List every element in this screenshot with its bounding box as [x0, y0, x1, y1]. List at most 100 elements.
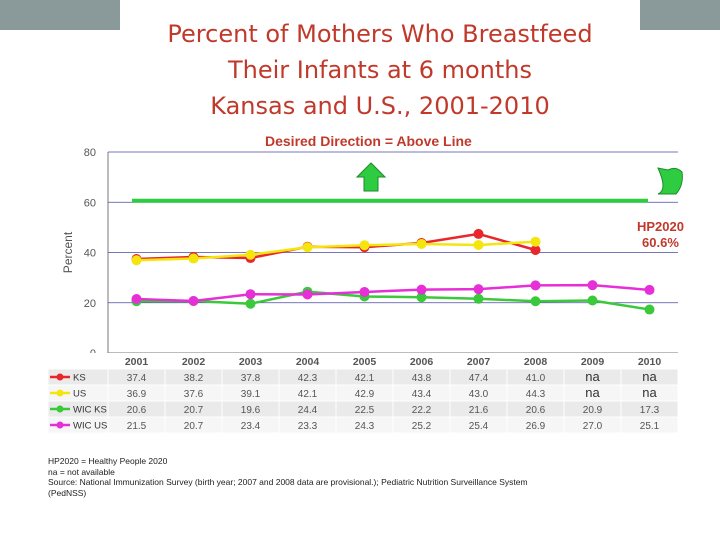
table-cell: 25.4	[469, 421, 489, 432]
y-tick-label: 40	[84, 248, 96, 260]
table-header-row	[48, 353, 678, 369]
data-point	[245, 298, 256, 309]
table-cell: 20.6	[526, 405, 546, 416]
table-cell: 39.1	[241, 389, 261, 400]
data-point	[530, 280, 541, 291]
data-point	[473, 228, 484, 239]
table-cell: 25.1	[640, 421, 660, 432]
table-cell: na	[585, 369, 600, 384]
x-tick-label: 2008	[524, 356, 548, 368]
table-cell: 27.0	[583, 421, 603, 432]
table-cell: 25.2	[412, 421, 432, 432]
legend-swatch-marker	[56, 405, 64, 413]
table-cell: 38.2	[184, 373, 204, 384]
hp2020-label-value: 60.6%	[642, 235, 679, 250]
up-arrow-icon	[355, 162, 387, 192]
hp2020-target-label: HP2020 60.6%	[637, 219, 684, 251]
x-tick-label: 2009	[581, 356, 605, 368]
legend-label: US	[73, 389, 86, 400]
x-tick-label: 2010	[638, 356, 662, 368]
table-cell: na	[585, 385, 600, 400]
data-point	[302, 242, 313, 253]
table-cell: 37.6	[184, 389, 204, 400]
footnotes: HP2020 = Healthy People 2020 na = not av…	[48, 456, 668, 498]
hp2020-label-name: HP2020	[637, 219, 684, 234]
title-line-1: Percent of Mothers Who Breastfeed	[167, 20, 593, 48]
table-cell: 23.3	[298, 421, 318, 432]
data-point	[473, 293, 484, 304]
y-axis-label: Percent	[61, 231, 75, 273]
x-tick-label: 2007	[467, 356, 491, 368]
x-tick-label: 2002	[182, 356, 206, 368]
data-point	[530, 244, 541, 255]
table-cell: 47.4	[469, 373, 489, 384]
table-cell: 19.6	[241, 405, 261, 416]
data-point	[302, 289, 313, 300]
data-point	[587, 295, 598, 306]
data-point	[530, 296, 541, 307]
title-line-3: Kansas and U.S., 2001-2010	[210, 92, 550, 120]
x-tick-label: 2004	[296, 356, 320, 368]
x-tick-label: 2005	[353, 356, 377, 368]
data-point	[644, 284, 655, 295]
table-cell: 42.9	[355, 389, 375, 400]
data-point	[359, 286, 370, 297]
desired-direction-label: Desired Direction = Above Line	[265, 133, 472, 149]
table-cell: 37.4	[127, 373, 147, 384]
table-cell: 26.9	[526, 421, 546, 432]
data-point	[245, 249, 256, 260]
footnote-line: HP2020 = Healthy People 2020	[48, 456, 168, 466]
y-tick-label: 80	[84, 147, 96, 159]
data-point	[644, 304, 655, 315]
table-cell: 43.0	[469, 389, 489, 400]
table-cell: 43.4	[412, 389, 432, 400]
footnote-line: Source: National Immunization Survey (bi…	[48, 477, 528, 487]
legend-swatch-marker	[56, 373, 64, 381]
legend-label: KS	[73, 373, 86, 384]
x-tick-label: 2001	[125, 356, 149, 368]
data-point	[188, 295, 199, 306]
data-point	[530, 236, 541, 247]
table-cell: 21.6	[469, 405, 489, 416]
title-line-2: Their Infants at 6 months	[227, 56, 533, 84]
line-chart: 020406080Percent200120022003200420052006…	[47, 147, 683, 434]
table-cell: 20.7	[184, 405, 204, 416]
footnote-line: na = not available	[48, 466, 115, 477]
table-cell: 37.8	[241, 373, 261, 384]
legend-swatch-marker	[56, 421, 64, 429]
table-cell: 22.2	[412, 405, 432, 416]
legend-label: WIC KS	[73, 405, 107, 416]
y-tick-label: 60	[84, 197, 96, 209]
table-cell: 23.4	[241, 421, 261, 432]
x-tick-label: 2006	[410, 356, 434, 368]
data-point	[131, 255, 142, 266]
footnote-line: (PedNSS)	[48, 487, 87, 498]
table-cell: na	[642, 385, 657, 400]
table-cell: 42.1	[298, 389, 318, 400]
chart-title: Percent of Mothers Who Breastfeed Their …	[60, 16, 700, 124]
table-cell: na	[642, 369, 657, 384]
table-cell: 20.7	[184, 421, 204, 432]
table-cell: 44.3	[526, 389, 546, 400]
table-cell: 42.3	[298, 373, 318, 384]
table-cell: 24.3	[355, 421, 375, 432]
table-cell: 36.9	[127, 389, 147, 400]
legend-label: WIC US	[73, 421, 107, 432]
y-tick-label: 20	[84, 298, 96, 310]
data-point	[473, 239, 484, 250]
data-point	[473, 284, 484, 295]
table-cell: 41.0	[526, 373, 546, 384]
data-point	[416, 292, 427, 303]
data-point	[131, 293, 142, 304]
table-cell: 17.3	[640, 405, 660, 416]
data-point	[416, 238, 427, 249]
table-cell: 21.5	[127, 421, 147, 432]
series-line	[136, 290, 650, 311]
series-line	[136, 283, 650, 303]
data-point	[359, 240, 370, 251]
table-cell: 24.4	[298, 405, 318, 416]
table-cell: 43.8	[412, 373, 432, 384]
data-point	[587, 280, 598, 291]
title-background	[120, 0, 640, 130]
x-tick-label: 2003	[239, 356, 263, 368]
